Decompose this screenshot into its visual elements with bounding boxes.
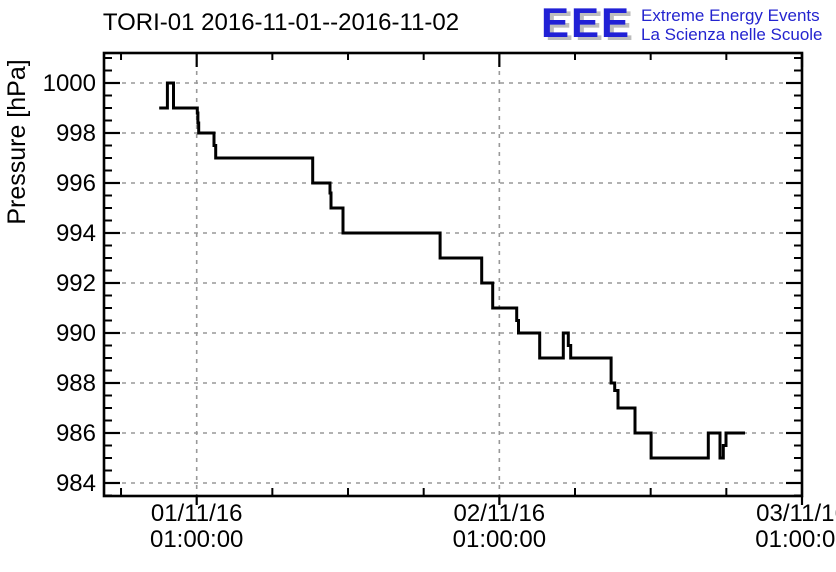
x-tick-label-date: 01/11/16 bbox=[151, 500, 243, 527]
y-tick-label: 988 bbox=[56, 370, 96, 397]
y-tick-label: 992 bbox=[56, 270, 96, 297]
eee-logo-text: Extreme Energy Events La Scienza nelle S… bbox=[641, 6, 822, 44]
pressure-series-line bbox=[159, 81, 745, 460]
x-tick-label-date: 03/11/16 bbox=[756, 500, 836, 527]
eee-logo-line2: La Scienza nelle Scuole bbox=[641, 25, 823, 44]
x-tick-label-time: 01:00:00 bbox=[755, 526, 836, 553]
y-tick-label: 1000 bbox=[43, 70, 96, 97]
chart-title: TORI-01 2016-11-01--2016-11-02 bbox=[102, 9, 460, 36]
eee-logo: EEE Extreme Energy Events La Scienza nel… bbox=[541, 0, 823, 46]
y-axis-title: Pressure [hPa] bbox=[3, 59, 31, 224]
x-tick-label-time: 01:00:00 bbox=[453, 526, 546, 553]
y-tick-label: 986 bbox=[56, 420, 96, 447]
x-tick-label-time: 01:00:00 bbox=[150, 526, 243, 553]
eee-logo-line1: Extreme Energy Events bbox=[641, 6, 820, 25]
eee-logo-mark: EEE bbox=[541, 0, 632, 46]
y-tick-label: 990 bbox=[56, 320, 96, 347]
y-tick-label: 994 bbox=[56, 220, 96, 247]
y-tick-label: 998 bbox=[56, 120, 96, 147]
y-tick-label: 984 bbox=[56, 470, 96, 497]
y-tick-label: 996 bbox=[56, 170, 96, 197]
x-tick-label-date: 02/11/16 bbox=[454, 500, 546, 527]
plot-frame bbox=[102, 51, 804, 498]
